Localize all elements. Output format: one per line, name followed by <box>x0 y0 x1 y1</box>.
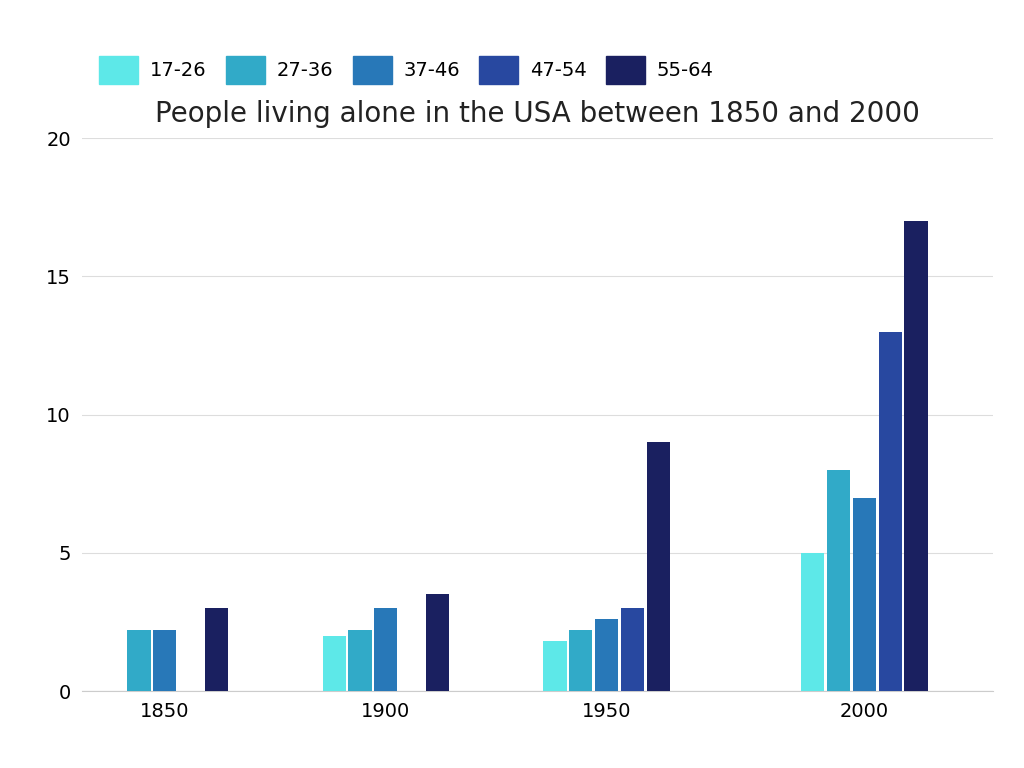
Bar <box>879 332 902 691</box>
Bar <box>127 631 151 691</box>
Bar <box>853 498 876 691</box>
Bar <box>904 221 928 691</box>
Legend: 17-26, 27-36, 37-46, 47-54, 55-64: 17-26, 27-36, 37-46, 47-54, 55-64 <box>91 48 721 91</box>
Bar <box>154 631 176 691</box>
Bar <box>205 608 228 691</box>
Bar <box>801 553 824 691</box>
Bar <box>646 442 670 691</box>
Title: People living alone in the USA between 1850 and 2000: People living alone in the USA between 1… <box>156 100 920 127</box>
Bar <box>426 594 449 691</box>
Bar <box>323 636 346 691</box>
Bar <box>621 608 644 691</box>
Bar <box>544 641 566 691</box>
Bar <box>348 631 372 691</box>
Bar <box>595 619 618 691</box>
Bar <box>569 631 593 691</box>
Bar <box>374 608 397 691</box>
Bar <box>827 470 850 691</box>
